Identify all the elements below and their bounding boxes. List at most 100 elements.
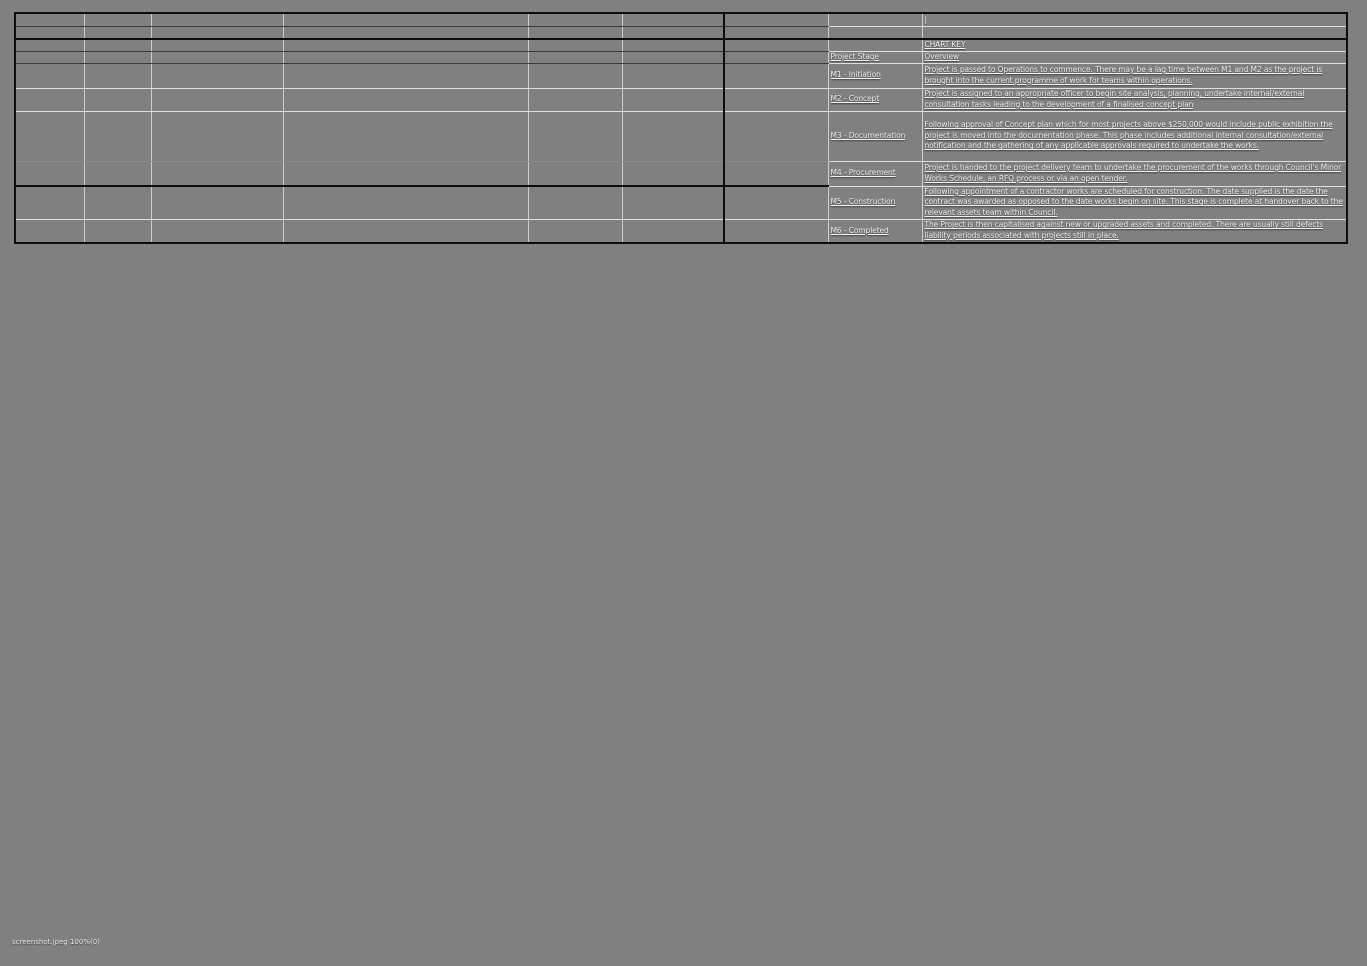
empty-grid-cell	[84, 13, 152, 27]
empty-grid-cell	[151, 111, 284, 162]
empty-grid-cell	[151, 186, 284, 220]
description-cell: Project is handed to the project deliver…	[922, 161, 1348, 187]
empty-grid-cell	[622, 26, 725, 40]
empty-grid-cell	[151, 13, 284, 27]
empty-grid-cell	[283, 63, 529, 89]
empty-grid-cell	[622, 219, 725, 244]
empty-grid-cell	[84, 26, 152, 40]
empty-grid-cell	[151, 26, 284, 40]
empty-grid-cell	[15, 88, 85, 112]
table-row: M3 - Documentation Following approval of …	[15, 111, 1348, 162]
empty-grid-cell	[622, 161, 725, 187]
chart-key-table: | CHART KEY Project Stage Overview M1 - Init…	[14, 12, 1348, 244]
table-row: Project Stage Overview	[15, 51, 1348, 64]
empty-grid-cell	[723, 161, 829, 187]
empty-grid-cell	[283, 219, 529, 244]
empty-grid-cell	[283, 13, 529, 27]
empty-grid-cell	[15, 26, 85, 40]
empty-grid-cell	[283, 161, 529, 187]
empty-grid-cell	[528, 63, 623, 89]
empty-grid-cell	[622, 88, 725, 112]
stage-cell: M4 - Procurement	[828, 161, 923, 187]
description-cell: Project is assigned to an appropriate of…	[922, 88, 1348, 112]
empty-grid-cell	[528, 51, 623, 64]
empty-grid-cell	[151, 63, 284, 89]
stage-cell	[828, 26, 923, 40]
stage-cell	[828, 13, 923, 27]
empty-grid-cell	[84, 39, 152, 52]
empty-grid-cell	[84, 63, 152, 89]
empty-grid-cell	[528, 26, 623, 40]
empty-grid-cell	[723, 63, 829, 89]
empty-grid-cell	[622, 39, 725, 52]
empty-grid-cell	[151, 39, 284, 52]
description-cell: The Project is then capitalised against …	[922, 219, 1348, 244]
empty-grid-cell	[283, 26, 529, 40]
empty-grid-cell	[15, 111, 85, 162]
chart-key-tbody: | CHART KEY Project Stage Overview M1 - Init…	[15, 13, 1348, 244]
description-cell: Project is passed to Operations to comme…	[922, 63, 1348, 89]
empty-grid-cell	[151, 219, 284, 244]
empty-grid-cell	[15, 219, 85, 244]
empty-grid-cell	[283, 88, 529, 112]
empty-grid-cell	[84, 88, 152, 112]
empty-grid-cell	[283, 186, 529, 220]
table-row	[15, 26, 1348, 40]
empty-grid-cell	[528, 39, 623, 52]
empty-grid-cell	[283, 39, 529, 52]
empty-grid-cell	[723, 26, 829, 40]
empty-grid-cell	[528, 161, 623, 187]
empty-grid-cell	[15, 63, 85, 89]
empty-grid-cell	[84, 51, 152, 64]
empty-grid-cell	[723, 39, 829, 52]
description-cell: |	[922, 13, 1348, 27]
table-row: |	[15, 13, 1348, 27]
empty-grid-cell	[528, 88, 623, 112]
empty-grid-cell	[723, 88, 829, 112]
empty-grid-cell	[622, 13, 725, 27]
empty-grid-cell	[622, 51, 725, 64]
empty-grid-cell	[723, 219, 829, 244]
table-row: CHART KEY	[15, 39, 1348, 52]
empty-grid-cell	[723, 111, 829, 162]
empty-grid-cell	[622, 111, 725, 162]
empty-grid-cell	[84, 186, 152, 220]
description-cell	[922, 26, 1348, 40]
table-row: M1 - Initiation Project is passed to Oper…	[15, 63, 1348, 89]
spreadsheet-capture: | CHART KEY Project Stage Overview M1 - Init…	[14, 12, 1348, 244]
stage-cell: M2 - Concept	[828, 88, 923, 112]
description-cell: Following approval of Concept plan which…	[922, 111, 1348, 162]
empty-grid-cell	[723, 186, 829, 220]
empty-grid-cell	[15, 13, 85, 27]
watermark-filename: screenshot.jpeg 100%(0)	[12, 938, 100, 946]
empty-grid-cell	[84, 161, 152, 187]
empty-grid-cell	[84, 219, 152, 244]
empty-grid-cell	[622, 63, 725, 89]
stage-cell: M1 - Initiation	[828, 63, 923, 89]
stage-cell: M3 - Documentation	[828, 111, 923, 162]
empty-grid-cell	[528, 219, 623, 244]
table-row: M6 - Completed The Project is then capita…	[15, 219, 1348, 244]
empty-grid-cell	[283, 111, 529, 162]
description-cell: CHART KEY	[922, 39, 1348, 52]
empty-grid-cell	[151, 161, 284, 187]
empty-grid-cell	[15, 186, 85, 220]
table-row: M5 - Construction Following appointment o…	[15, 186, 1348, 220]
empty-grid-cell	[622, 186, 725, 220]
empty-grid-cell	[723, 51, 829, 64]
empty-grid-cell	[15, 51, 85, 64]
empty-grid-cell	[84, 111, 152, 162]
empty-grid-cell	[528, 13, 623, 27]
table-row: M4 - Procurement Project is handed to the…	[15, 161, 1348, 187]
empty-grid-cell	[528, 111, 623, 162]
empty-grid-cell	[15, 161, 85, 187]
description-cell: Following appointment of a contractor wo…	[922, 186, 1348, 220]
empty-grid-cell	[528, 186, 623, 220]
stage-cell: M5 - Construction	[828, 186, 923, 220]
stage-cell: M6 - Completed	[828, 219, 923, 244]
stage-cell: Project Stage	[828, 51, 923, 64]
empty-grid-cell	[151, 51, 284, 64]
table-row: M2 - Concept Project is assigned to an ap…	[15, 88, 1348, 112]
empty-grid-cell	[151, 88, 284, 112]
empty-grid-cell	[723, 13, 829, 27]
